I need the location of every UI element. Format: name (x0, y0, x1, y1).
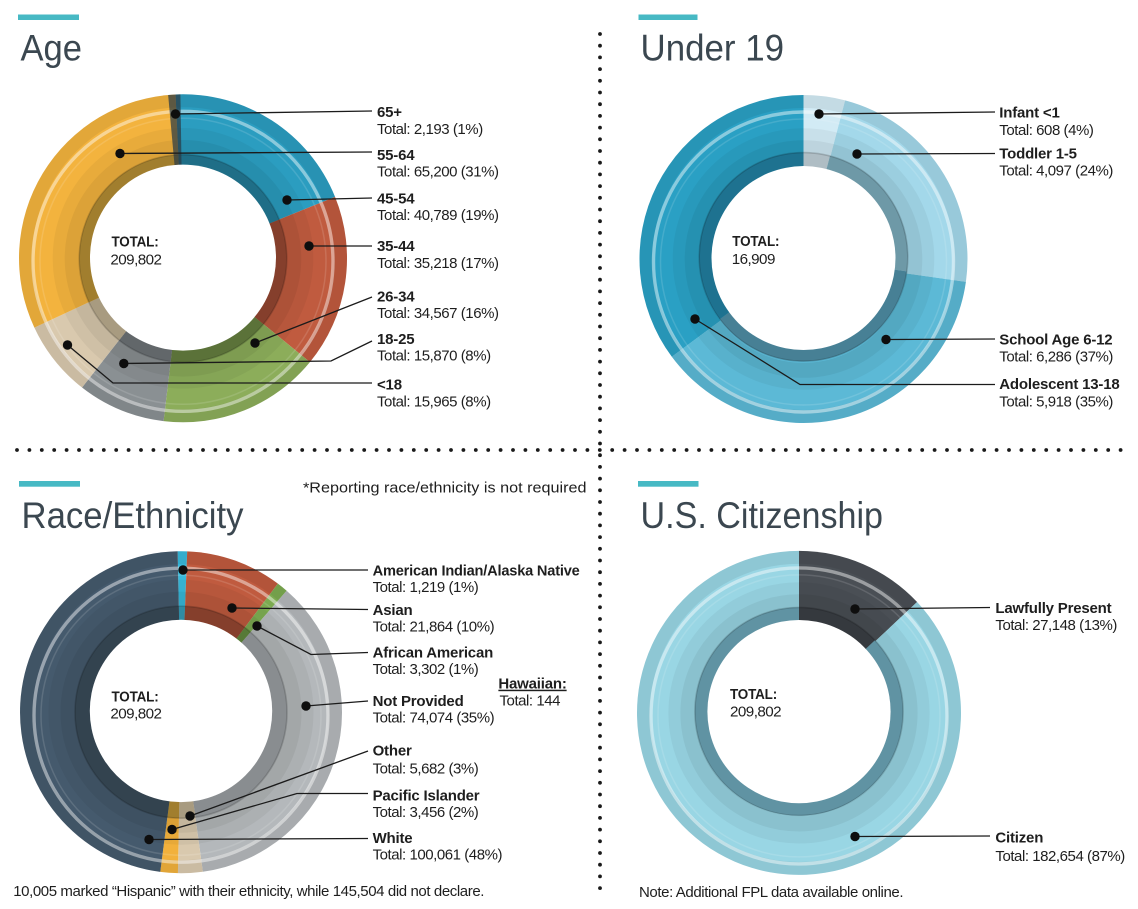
svg-text:Total: 3,456 (2%): Total: 3,456 (2%) (373, 804, 479, 821)
svg-text:Not Provided: Not Provided (373, 693, 464, 710)
svg-text:Total: 35,218 (17%): Total: 35,218 (17%) (377, 255, 499, 272)
svg-text:209,802: 209,802 (110, 706, 161, 723)
svg-text:Total: 21,864 (10%): Total: 21,864 (10%) (373, 619, 495, 636)
svg-text:45-54: 45-54 (377, 190, 415, 207)
svg-text:Total: 6,286 (37%): Total: 6,286 (37%) (999, 349, 1113, 366)
svg-text:Total: 34,567 (16%): Total: 34,567 (16%) (377, 305, 499, 322)
svg-text:Total: 182,654 (87%): Total: 182,654 (87%) (995, 848, 1125, 865)
svg-text:TOTAL:: TOTAL: (112, 233, 159, 250)
svg-text:Under 19: Under 19 (641, 27, 785, 68)
svg-text:Total: 15,965 (8%): Total: 15,965 (8%) (377, 393, 491, 410)
svg-text:Toddler 1-5: Toddler 1-5 (999, 146, 1077, 163)
svg-text:Total: 5,918 (35%): Total: 5,918 (35%) (999, 393, 1113, 410)
svg-text:U.S. Citizenship: U.S. Citizenship (641, 495, 884, 536)
svg-text:Total: 3,302 (1%): Total: 3,302 (1%) (373, 661, 479, 678)
svg-text:School Age 6-12: School Age 6-12 (999, 332, 1112, 349)
svg-text:Total: 27,148 (13%): Total: 27,148 (13%) (995, 617, 1117, 634)
svg-text:TOTAL:: TOTAL: (732, 233, 779, 250)
svg-text:Total: 4,097 (24%): Total: 4,097 (24%) (999, 163, 1113, 180)
svg-text:Total: 74,074 (35%): Total: 74,074 (35%) (373, 710, 495, 727)
svg-text:TOTAL:: TOTAL: (730, 686, 777, 703)
svg-text:Lawfully Present: Lawfully Present (995, 600, 1111, 617)
svg-text:Infant <1: Infant <1 (999, 104, 1059, 121)
svg-text:*Reporting race/ethnicity is n: *Reporting race/ethnicity is not require… (303, 480, 587, 497)
svg-text:Total: 65,200 (31%): Total: 65,200 (31%) (377, 164, 499, 181)
svg-text:Other: Other (373, 743, 412, 760)
svg-text:209,802: 209,802 (110, 252, 161, 269)
svg-text:Total: 100,061 (48%): Total: 100,061 (48%) (373, 847, 503, 864)
svg-text:TOTAL:: TOTAL: (112, 689, 159, 706)
svg-text:Total: 15,870 (8%): Total: 15,870 (8%) (377, 348, 491, 365)
svg-text:Adolescent 13-18: Adolescent 13-18 (999, 376, 1119, 393)
svg-text:26-34: 26-34 (377, 288, 415, 305)
svg-text:Citizen: Citizen (995, 829, 1043, 846)
svg-text:Pacific Islander: Pacific Islander (373, 788, 480, 805)
svg-text:209,802: 209,802 (730, 704, 781, 721)
svg-text:Total: 2,193 (1%): Total: 2,193 (1%) (377, 121, 483, 138)
svg-text:<18: <18 (377, 377, 402, 394)
svg-text:16,909: 16,909 (732, 251, 775, 268)
svg-text:Total: 40,789 (19%): Total: 40,789 (19%) (377, 207, 499, 224)
svg-text:Asian: Asian (373, 602, 413, 619)
svg-text:Total: 608 (4%): Total: 608 (4%) (999, 122, 1094, 139)
svg-text:Total: 1,219 (1%): Total: 1,219 (1%) (373, 579, 479, 596)
svg-text:Age: Age (21, 27, 83, 68)
svg-text:65+: 65+ (377, 104, 402, 121)
svg-text:Race/Ethnicity: Race/Ethnicity (22, 495, 244, 536)
svg-text:White: White (373, 830, 413, 847)
svg-text:Note: Additional FPL data avai: Note: Additional FPL data available onli… (639, 884, 903, 901)
svg-text:African American: African American (373, 645, 493, 662)
svg-text:Total: 5,682 (3%): Total: 5,682 (3%) (373, 761, 479, 778)
svg-text:55-64: 55-64 (377, 147, 415, 164)
svg-text:Hawaiian:: Hawaiian: (498, 676, 566, 693)
svg-text:35-44: 35-44 (377, 238, 415, 255)
svg-text:American Indian/Alaska Native: American Indian/Alaska Native (373, 562, 580, 579)
svg-text:10,005 marked “Hispanic” with: 10,005 marked “Hispanic” with their ethn… (13, 883, 484, 900)
svg-text:Total: 144: Total: 144 (500, 692, 561, 709)
svg-text:18-25: 18-25 (377, 331, 414, 348)
